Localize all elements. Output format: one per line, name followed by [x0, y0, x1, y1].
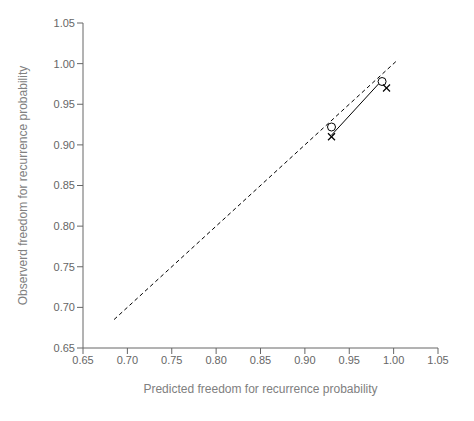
- svg-text:Predicted freedom for recurren: Predicted freedom for recurrence probabi…: [143, 382, 377, 396]
- svg-text:Observerd freedom for recurren: Observerd freedom for recurrence probabi…: [16, 66, 30, 305]
- svg-text:0.85: 0.85: [250, 354, 271, 366]
- svg-text:0.70: 0.70: [54, 301, 75, 313]
- svg-text:0.70: 0.70: [117, 354, 138, 366]
- svg-text:0.90: 0.90: [54, 139, 75, 151]
- svg-text:0.90: 0.90: [294, 354, 315, 366]
- svg-text:0.95: 0.95: [339, 354, 360, 366]
- svg-text:1.00: 1.00: [383, 354, 404, 366]
- svg-text:0.65: 0.65: [54, 342, 75, 354]
- svg-text:1.05: 1.05: [54, 17, 75, 29]
- svg-text:0.65: 0.65: [72, 354, 93, 366]
- svg-text:0.80: 0.80: [205, 354, 226, 366]
- svg-text:0.75: 0.75: [161, 354, 182, 366]
- svg-text:0.80: 0.80: [54, 220, 75, 232]
- svg-text:1.00: 1.00: [54, 58, 75, 70]
- svg-text:0.85: 0.85: [54, 179, 75, 191]
- svg-text:0.75: 0.75: [54, 261, 75, 273]
- svg-text:0.95: 0.95: [54, 98, 75, 110]
- svg-text:1.05: 1.05: [427, 354, 448, 366]
